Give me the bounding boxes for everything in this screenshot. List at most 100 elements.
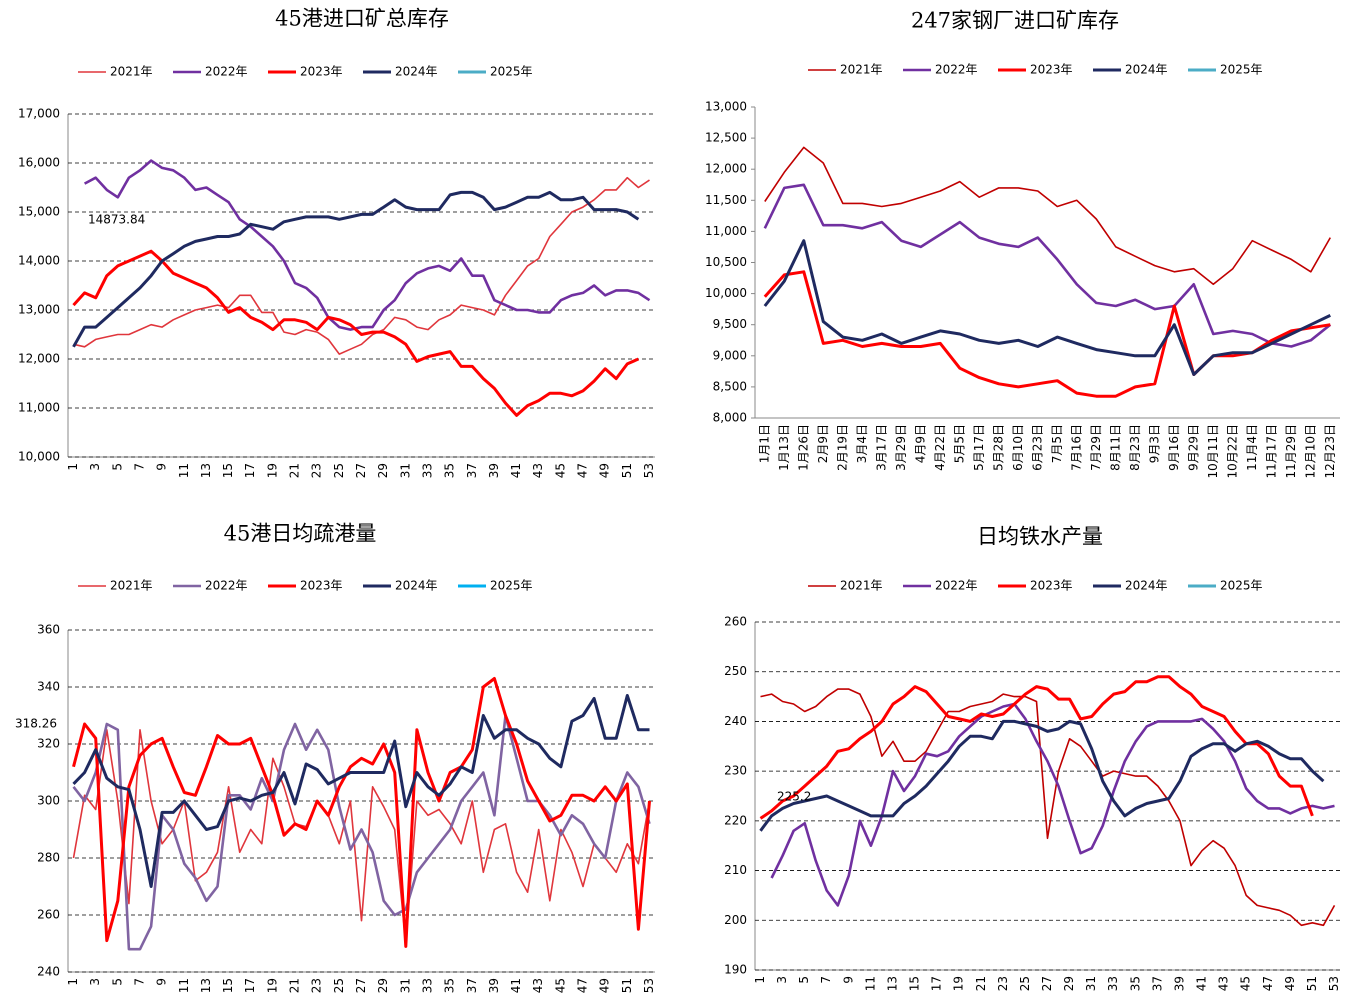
x-tick-label: 49 xyxy=(598,978,612,993)
x-tick-label: 15 xyxy=(221,978,235,993)
x-tick-label: 10月22日 xyxy=(1225,424,1239,479)
x-tick-label: 7月5日 xyxy=(1050,424,1064,463)
x-tick-label: 23 xyxy=(310,463,324,478)
legend-label: 2022年 xyxy=(205,65,248,79)
x-tick-label: 27 xyxy=(1040,976,1054,991)
x-tick-label: 5 xyxy=(797,976,811,984)
x-tick-label: 9 xyxy=(155,978,169,986)
series-line xyxy=(763,183,1332,348)
annotation: 225.2 xyxy=(777,790,811,804)
x-tick-label: 11月4日 xyxy=(1245,424,1259,471)
legend-label: 2024年 xyxy=(1125,579,1168,593)
y-tick-label: 11,500 xyxy=(705,193,747,207)
x-tick-label: 53 xyxy=(642,978,656,993)
y-tick-label: 12,000 xyxy=(18,352,60,366)
x-tick-label: 47 xyxy=(576,463,590,478)
x-tick-label: 49 xyxy=(1283,976,1297,991)
y-tick-label: 260 xyxy=(37,908,60,922)
x-tick-label: 23 xyxy=(996,976,1010,991)
y-tick-label: 320 xyxy=(37,737,60,751)
x-tick-label: 45 xyxy=(1239,976,1253,991)
legend-label: 2023年 xyxy=(1030,579,1073,593)
x-tick-label: 13 xyxy=(199,978,213,993)
x-tick-label: 5 xyxy=(110,978,124,986)
y-tick-label: 240 xyxy=(37,965,60,979)
x-tick-label: 53 xyxy=(642,463,656,478)
x-tick-label: 15 xyxy=(908,976,922,991)
x-tick-label: 4月22日 xyxy=(933,424,947,471)
y-tick-label: 10,000 xyxy=(705,286,747,300)
x-tick-label: 35 xyxy=(443,463,457,478)
x-tick-label: 29 xyxy=(376,978,390,993)
y-tick-label: 280 xyxy=(37,851,60,865)
legend-label: 2024年 xyxy=(395,579,438,593)
x-tick-label: 1月26日 xyxy=(796,424,810,471)
x-tick-label: 1 xyxy=(66,978,80,986)
x-tick-label: 8月23日 xyxy=(1128,424,1142,471)
x-tick-label: 9月29日 xyxy=(1186,424,1200,471)
x-tick-label: 33 xyxy=(420,463,434,478)
x-tick-label: 3 xyxy=(88,978,102,986)
x-tick-label: 5 xyxy=(110,463,124,471)
legend-label: 2025年 xyxy=(1220,579,1263,593)
legend-label: 2024年 xyxy=(395,65,438,79)
legend-label: 2023年 xyxy=(1030,63,1073,77)
x-tick-label: 41 xyxy=(1195,976,1209,991)
y-tick-label: 12,000 xyxy=(705,162,747,176)
x-tick-label: 47 xyxy=(1261,976,1275,991)
legend-label: 2023年 xyxy=(300,579,343,593)
x-tick-label: 37 xyxy=(465,978,479,993)
x-tick-label: 9月3日 xyxy=(1147,424,1161,463)
x-tick-label: 33 xyxy=(420,978,434,993)
x-tick-label: 37 xyxy=(1150,976,1164,991)
x-tick-label: 13 xyxy=(199,463,213,478)
y-tick-label: 13,000 xyxy=(18,303,60,317)
x-tick-label: 5月28日 xyxy=(991,424,1005,471)
x-tick-label: 33 xyxy=(1106,976,1120,991)
x-tick-label: 1 xyxy=(753,976,767,984)
x-tick-label: 21 xyxy=(288,978,302,993)
x-tick-label: 31 xyxy=(1084,976,1098,991)
x-tick-label: 9 xyxy=(841,976,855,984)
x-tick-label: 47 xyxy=(576,978,590,993)
x-tick-label: 21 xyxy=(974,976,988,991)
x-tick-label: 11 xyxy=(863,976,877,991)
x-tick-label: 41 xyxy=(509,978,523,993)
x-tick-label: 45 xyxy=(553,463,567,478)
annotation: 318.26 xyxy=(15,717,57,731)
x-tick-label: 19 xyxy=(952,976,966,991)
legend-label: 2025年 xyxy=(490,579,533,593)
x-tick-label: 11 xyxy=(177,463,191,478)
x-tick-label: 27 xyxy=(354,978,368,993)
x-tick-label: 17 xyxy=(243,978,257,993)
x-tick-label: 7月29日 xyxy=(1089,424,1103,471)
x-tick-label: 9 xyxy=(155,463,169,471)
y-tick-label: 220 xyxy=(724,813,747,827)
series-line xyxy=(72,729,651,945)
x-tick-label: 3 xyxy=(88,463,102,471)
y-tick-label: 16,000 xyxy=(18,156,60,170)
series-line xyxy=(72,714,651,951)
x-tick-label: 53 xyxy=(1327,976,1341,991)
x-tick-label: 3 xyxy=(775,976,789,984)
series-line xyxy=(770,702,1335,907)
x-tick-label: 19 xyxy=(265,978,279,993)
x-tick-label: 19 xyxy=(265,463,279,478)
x-tick-label: 51 xyxy=(620,463,634,478)
legend-label: 2021年 xyxy=(840,579,883,593)
x-tick-label: 25 xyxy=(1018,976,1032,991)
y-tick-label: 15,000 xyxy=(18,205,60,219)
x-tick-label: 43 xyxy=(1217,976,1231,991)
legend-label: 2025年 xyxy=(490,65,533,79)
x-tick-label: 11 xyxy=(177,978,191,993)
y-tick-label: 9,000 xyxy=(713,348,747,362)
x-tick-label: 1月13日 xyxy=(777,424,791,471)
y-tick-label: 300 xyxy=(37,794,60,808)
x-tick-label: 6月10日 xyxy=(1011,424,1025,471)
y-tick-label: 10,500 xyxy=(705,255,747,269)
legend-label: 2022年 xyxy=(935,579,978,593)
x-tick-label: 29 xyxy=(1062,976,1076,991)
x-tick-label: 39 xyxy=(487,978,501,993)
y-tick-label: 8,500 xyxy=(713,379,747,393)
legend-label: 2021年 xyxy=(110,579,153,593)
